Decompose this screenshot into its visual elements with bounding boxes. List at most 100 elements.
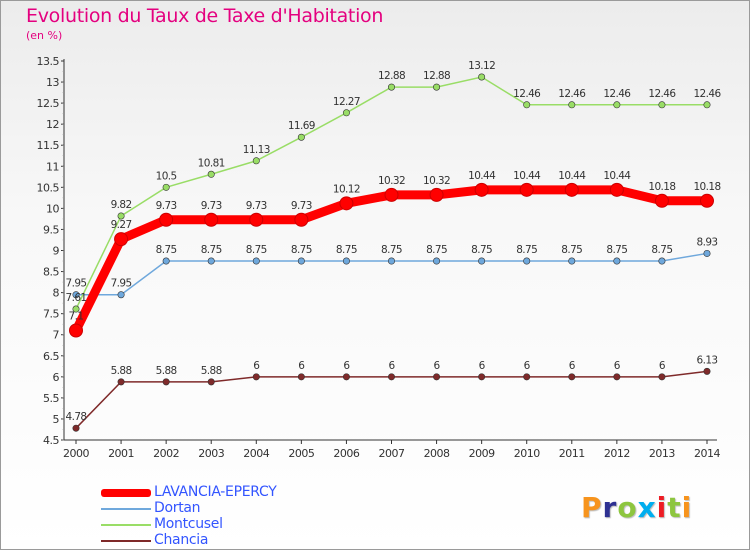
x-tick-label: 2012 xyxy=(604,447,630,460)
data-label: 8.75 xyxy=(381,244,402,256)
x-tick-label: 2010 xyxy=(514,447,540,460)
y-tick-label: 10.5 xyxy=(37,181,60,194)
y-tick-label: 11.5 xyxy=(37,139,60,152)
data-point-chancia xyxy=(433,373,441,381)
data-point-dortan xyxy=(568,257,576,265)
data-point-chancia xyxy=(297,373,305,381)
y-tick-label: 5.5 xyxy=(43,392,59,405)
legend-swatch xyxy=(101,489,151,497)
legend-swatch xyxy=(101,524,151,526)
logo-letter: i xyxy=(681,491,693,524)
data-label: 9.73 xyxy=(201,200,222,212)
data-point-dortan xyxy=(387,257,395,265)
y-tick-label: 7.5 xyxy=(43,308,59,321)
data-point-lavancia-epercy xyxy=(429,187,444,202)
data-label: 10.44 xyxy=(513,170,541,182)
data-point-lavancia-epercy xyxy=(384,187,399,202)
y-tick-label: 12 xyxy=(46,118,59,131)
logo-letter: t xyxy=(667,491,682,524)
data-point-lavancia-epercy xyxy=(204,212,219,227)
data-point-dortan xyxy=(433,257,441,265)
data-label: 10.44 xyxy=(468,170,496,182)
data-label: 5.88 xyxy=(201,365,222,377)
data-label: 8.75 xyxy=(156,244,177,256)
proxiti-logo: Proxiti xyxy=(581,491,692,524)
y-tick-label: 7 xyxy=(53,329,60,342)
legend-swatch xyxy=(101,508,151,510)
data-label: 13.12 xyxy=(468,60,495,72)
data-label: 7.95 xyxy=(111,278,132,290)
x-tick-label: 2001 xyxy=(108,447,134,460)
data-point-montcusel xyxy=(568,101,576,109)
data-point-lavancia-epercy xyxy=(519,182,534,197)
data-point-dortan xyxy=(703,249,711,257)
data-point-montcusel xyxy=(342,109,350,117)
data-point-montcusel xyxy=(297,133,305,141)
logo-letter: P xyxy=(581,491,603,524)
legend-label: Montcusel xyxy=(154,516,223,532)
data-label: 10.44 xyxy=(558,170,586,182)
data-label: 8.75 xyxy=(426,244,447,256)
logo-letter: o xyxy=(617,491,638,524)
data-label: 6 xyxy=(434,360,441,372)
data-point-montcusel xyxy=(433,83,441,91)
data-label: 8.75 xyxy=(201,244,222,256)
data-label: 7.1 xyxy=(69,311,84,323)
data-label: 9.73 xyxy=(246,200,267,212)
x-tick-label: 2002 xyxy=(153,447,179,460)
data-point-lavancia-epercy xyxy=(700,193,714,208)
legend-swatch xyxy=(101,540,151,542)
x-tick-label: 2003 xyxy=(198,447,224,460)
y-tick-label: 6.5 xyxy=(43,350,59,363)
data-point-montcusel xyxy=(387,83,395,91)
data-point-lavancia-epercy xyxy=(159,212,174,227)
data-label: 12.46 xyxy=(603,88,631,100)
data-label: 6 xyxy=(479,360,486,372)
data-label: 10.81 xyxy=(198,157,225,169)
data-label: 6.13 xyxy=(697,354,718,366)
data-point-dortan xyxy=(342,257,350,265)
data-label: 8.75 xyxy=(291,244,312,256)
x-tick-label: 2000 xyxy=(63,447,89,460)
data-point-montcusel xyxy=(162,183,170,191)
data-label: 11.69 xyxy=(288,120,315,132)
data-label: 6 xyxy=(569,360,576,372)
y-tick-label: 4.5 xyxy=(43,434,59,447)
y-tick-label: 12.5 xyxy=(37,97,60,110)
x-tick-label: 2013 xyxy=(649,447,675,460)
x-tick-label: 2006 xyxy=(333,447,359,460)
data-point-chancia xyxy=(207,378,215,386)
y-tick-label: 9.5 xyxy=(43,223,59,236)
y-tick-label: 9 xyxy=(53,245,60,258)
data-label: 8.75 xyxy=(651,244,672,256)
data-label: 8.75 xyxy=(471,244,492,256)
data-label: 12.88 xyxy=(378,70,405,82)
data-label: 12.27 xyxy=(333,96,360,108)
legend-label: LAVANCIA-EPERCY xyxy=(154,484,277,500)
y-tick-label: 10 xyxy=(46,202,59,215)
data-point-chancia xyxy=(117,378,125,386)
data-label: 8.93 xyxy=(697,236,718,248)
data-point-montcusel xyxy=(658,101,666,109)
data-label: 12.46 xyxy=(513,88,541,100)
data-label: 12.46 xyxy=(693,88,721,100)
y-tick-label: 8 xyxy=(53,287,60,300)
data-point-chancia xyxy=(703,367,711,375)
data-point-lavancia-epercy xyxy=(249,212,264,227)
data-point-lavancia-epercy xyxy=(294,212,309,227)
data-point-lavancia-epercy xyxy=(339,196,354,211)
data-label: 9.82 xyxy=(111,199,132,211)
x-tick-label: 2004 xyxy=(243,447,269,460)
data-label: 10.12 xyxy=(333,183,360,195)
data-label: 8.75 xyxy=(561,244,582,256)
data-label: 10.44 xyxy=(603,170,631,182)
y-tick-label: 13 xyxy=(46,76,59,89)
data-label: 6 xyxy=(388,360,395,372)
data-point-dortan xyxy=(117,291,125,299)
x-tick-label: 2007 xyxy=(379,447,405,460)
chart-unit-label: (en %) xyxy=(26,29,63,42)
x-tick-label: 2014 xyxy=(694,447,720,460)
data-label: 6 xyxy=(298,360,305,372)
data-point-lavancia-epercy xyxy=(114,232,129,247)
